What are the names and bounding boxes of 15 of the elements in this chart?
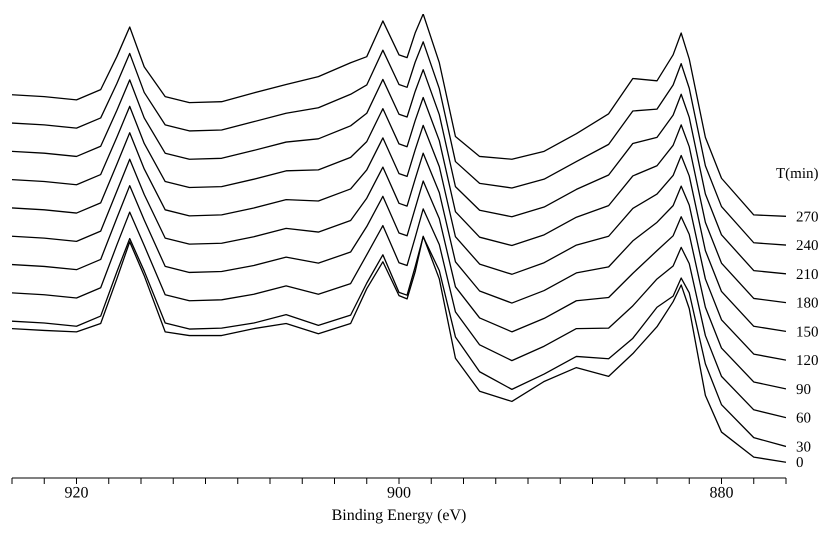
series-label: 0 [796, 455, 804, 472]
legend-title: T(min) [776, 166, 818, 184]
series-label: 60 [796, 410, 811, 427]
series-label: 210 [796, 266, 818, 283]
series-label: 150 [796, 324, 818, 340]
series-label: 180 [796, 296, 818, 312]
series-label: 120 [796, 353, 818, 370]
series-label: 30 [796, 439, 811, 456]
x-tick-label: 880 [710, 484, 734, 502]
x-axis-title: Binding Energy (eV) [332, 507, 466, 524]
x-tick-label: 920 [64, 484, 88, 502]
series-label: 270 [796, 209, 818, 226]
x-tick-label: 900 [387, 484, 411, 502]
series-label: 90 [796, 382, 811, 398]
series-label: 240 [796, 238, 818, 254]
